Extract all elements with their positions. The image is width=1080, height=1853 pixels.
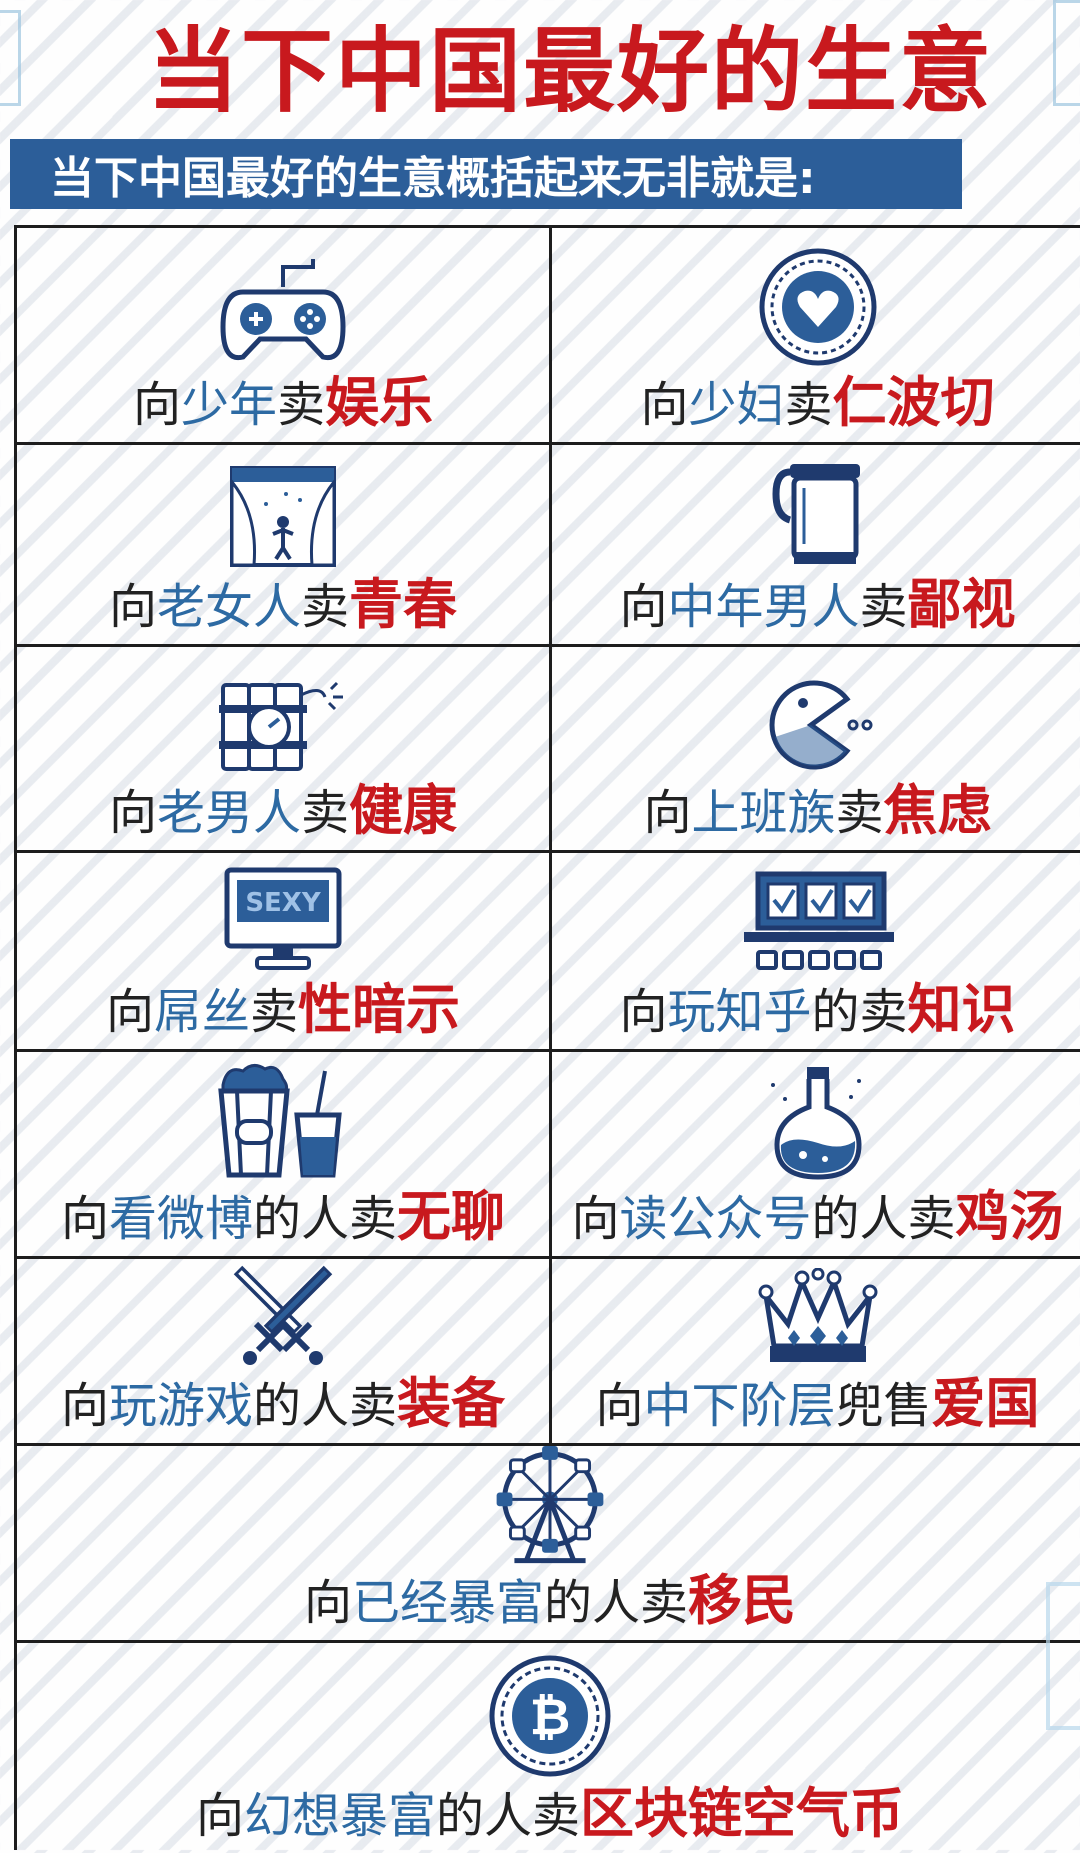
grid-cell: ₿ 向幻想暴富的人卖区块链空气币 [17, 1643, 1080, 1853]
dynamite-bomb-icon [219, 681, 343, 771]
business-label: 向已经暴富的人卖移民 [303, 1568, 797, 1632]
grid-cell: 向读公众号的人卖鸡汤 [552, 1052, 1080, 1259]
checklist-board-icon [743, 871, 894, 970]
corner-decoration [1053, 0, 1080, 106]
crown-icon [758, 1267, 877, 1362]
business-label: 向少妇卖仁波切 [640, 370, 995, 434]
crossed-swords-icon [233, 1265, 333, 1365]
grid-cell: 向看微博的人卖无聊 [17, 1052, 552, 1259]
svg-text:₿: ₿ [530, 1688, 571, 1746]
bitcoin-icon: ₿ [489, 1655, 611, 1777]
business-label: 向少年卖娱乐 [132, 370, 434, 434]
grid-cell: 向上班族卖焦虑 [552, 647, 1080, 853]
grid-cell: 向少年卖娱乐 [17, 228, 552, 445]
grid-cell: 向已经暴富的人卖移民 [17, 1446, 1080, 1643]
svg-text:SEXY: SEXY [245, 888, 322, 918]
theater-stage-icon [230, 465, 336, 567]
grid-cell: 向老女人卖青春 [17, 445, 552, 647]
grid-cell: 向老男人卖健康 [17, 647, 552, 853]
tv-monitor-icon: SEXY [224, 867, 342, 970]
popcorn-drink-icon [218, 1063, 342, 1178]
corner-decoration [0, 10, 21, 106]
corner-decoration [1046, 1582, 1080, 1730]
ferris-wheel-icon [496, 1446, 604, 1564]
business-label: 向玩游戏的人卖装备 [60, 1371, 506, 1435]
business-label: 向老男人卖健康 [108, 778, 458, 842]
grid-cell: 向玩知乎的卖知识 [552, 853, 1080, 1052]
business-label: 向上班族卖焦虑 [643, 778, 992, 842]
subtitle-banner: 当下中国最好的生意概括起来无非就是: [10, 139, 962, 209]
page-title: 当下中国最好的生意 [146, 17, 993, 125]
grid-cell: 向玩游戏的人卖装备 [17, 1259, 552, 1446]
thermos-mug-icon [771, 463, 860, 564]
business-label: 向老女人卖青春 [108, 572, 458, 636]
grid-cell: SEXY 向屌丝卖性暗示 [17, 853, 552, 1052]
game-controller-icon [220, 258, 346, 360]
grid-cell: 向中下阶层兜售爱国 [552, 1259, 1080, 1446]
potion-flask-icon [770, 1066, 862, 1180]
business-label: 向中年男人卖鄙视 [619, 572, 1016, 636]
business-label: 向屌丝卖性暗示 [105, 977, 461, 1041]
business-label: 向中下阶层兜售爱国 [595, 1371, 1040, 1435]
grid-cell: 向少妇卖仁波切 [552, 228, 1080, 445]
heart-coin-icon [759, 248, 876, 366]
pacman-icon [769, 680, 872, 770]
business-label: 向看微博的人卖无聊 [60, 1184, 506, 1248]
business-grid: 向少年卖娱乐 向少妇卖仁波切 向老女人卖青春 向 [14, 225, 1080, 1850]
business-label: 向读公众号的人卖鸡汤 [571, 1184, 1064, 1248]
business-label: 向玩知乎的卖知识 [619, 977, 1016, 1041]
business-label: 向幻想暴富的人卖区块链空气币 [195, 1781, 905, 1845]
grid-cell: 向中年男人卖鄙视 [552, 445, 1080, 647]
